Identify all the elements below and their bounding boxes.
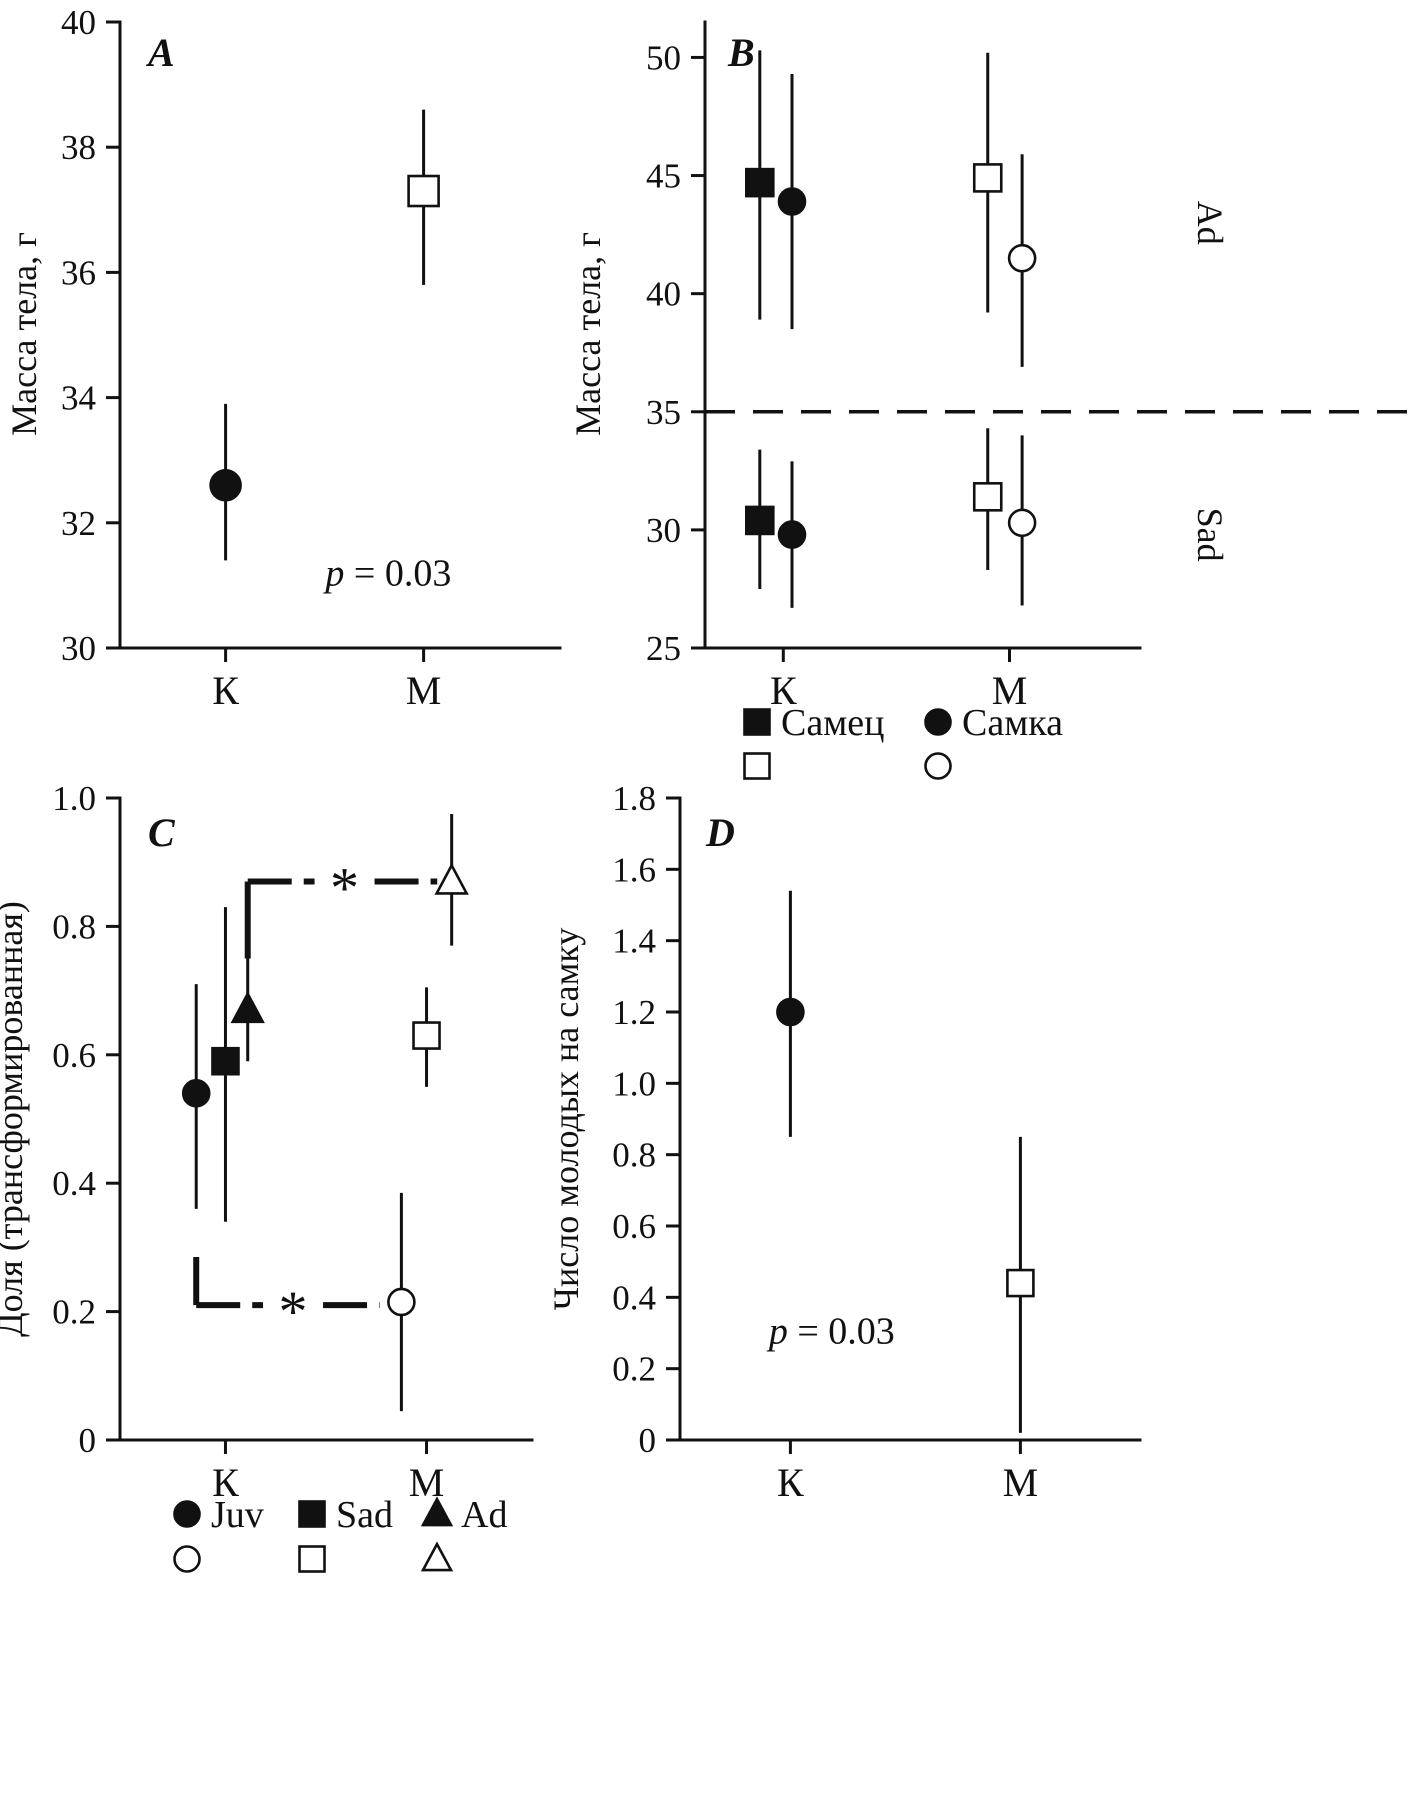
data-point-C-1-square-filled [211,1046,240,1076]
axes [678,796,1142,1442]
y-axis-label: Масса тела, г [4,232,44,436]
data-point-A-1-square-open [407,174,440,208]
data-point-B-3-circle-open [1007,243,1037,273]
y-tick-label: 0.8 [52,907,96,946]
y-tick-label: 40 [646,275,681,314]
x-category-label: М [1003,1460,1039,1505]
y-tick-label: 30 [61,629,96,668]
legend-label: Juv [211,1494,264,1536]
y-tick-label: 0 [639,1421,657,1460]
y-tick-label: 1.4 [612,922,656,961]
p-value-annotation: p = 0.03 [322,552,451,594]
y-tick-label: 34 [61,379,96,418]
y-tick-label: 35 [646,393,681,432]
legend-marker-triangle-open [420,1541,454,1572]
data-point-C-5-triangle-open [434,862,469,895]
p-value-annotation: p = 0.03 [766,1311,895,1353]
data-point-A-0-circle-filled [209,468,242,502]
significance-star: * [330,855,359,920]
significance-star: * [279,1279,308,1344]
data-point-C-3-circle-open [387,1287,416,1317]
legend-marker-square-open [743,752,771,780]
y-axis-label: Число молодых на самку [546,928,586,1311]
y-tick-label: 0.6 [52,1036,96,1075]
data-point-B-6-square-open [972,482,1003,512]
y-tick-label: 0.2 [52,1293,96,1332]
data-point-B-4-square-filled [745,505,775,536]
axes [703,20,1142,650]
legend-C: Juv Sad Ad [173,1494,507,1573]
y-tick-label: 1.0 [612,1064,656,1103]
x-category-label: М [992,668,1028,713]
y-tick-label: 0 [79,1421,97,1460]
y-axis-label: Масса тела, г [568,232,608,436]
legend-marker-square-filled [298,1500,326,1528]
y-tick-label: 1.8 [612,779,656,818]
y-axis-label: Доля (трансформированная) [0,901,30,1337]
x-category-label: К [212,668,239,713]
legend-marker-triangle-filled [420,1496,454,1527]
y-tick-label: 1.0 [52,779,96,818]
side-label-ad: Ad [1190,201,1230,245]
panel-letter: B [727,30,755,75]
legend-B: Самец Самка [743,702,1063,780]
x-category-label: М [409,1460,445,1505]
panel-letter: C [148,810,176,855]
legend-label: Самец [781,702,884,744]
data-point-B-0-square-filled [745,167,775,198]
y-tick-label: 30 [646,511,681,550]
legend-marker-circle-open [173,1545,201,1573]
y-tick-label: 45 [646,157,681,196]
legend-label: Самка [962,702,1063,744]
legend-marker-circle-filled [173,1500,201,1528]
data-point-B-5-circle-filled [777,520,807,549]
x-category-label: К [212,1460,239,1505]
data-point-B-1-circle-filled [777,187,807,216]
y-tick-label: 0.8 [612,1136,656,1175]
panel-letter: A [145,30,175,75]
legend-marker-square-filled [743,708,771,736]
legend-label: Sad [336,1494,393,1536]
y-tick-label: 32 [61,504,96,543]
y-tick-label: 0.2 [612,1350,656,1389]
y-tick-label: 40 [61,3,96,42]
y-tick-label: 0.4 [52,1164,96,1203]
legend-marker-circle-filled [924,708,952,736]
y-tick-label: 38 [61,128,96,167]
data-point-C-4-square-open [412,1021,441,1050]
panel-D: 0 0.2 0.4 0.6 0.8 1.0 1.2 1.4 1.6 1.8 К М Число моло… [546,779,1142,1505]
data-point-C-2-triangle-filled [230,990,265,1024]
panel-A: 30 32 34 36 38 40 К М Масса тела, г Ap = 0.03 [4,3,562,713]
y-tick-label: 36 [61,253,96,292]
data-point-C-0-circle-filled [181,1079,211,1108]
side-label-sad: Sad [1190,508,1230,562]
x-category-label: К [770,668,797,713]
data-point-D-1-square-open [1006,1268,1035,1298]
data-point-D-0-circle-filled [776,997,805,1027]
x-category-label: М [406,668,442,713]
panel-C: 0 0.2 0.4 0.6 0.8 1.0 К М Доля (трансформированн… [0,779,534,1505]
legend-label: Ad [461,1494,507,1536]
y-tick-label: 1.6 [612,850,656,889]
legend-marker-square-open [298,1545,326,1573]
y-tick-label: 0.4 [612,1278,656,1317]
y-tick-label: 50 [646,38,681,77]
data-point-B-7-circle-open [1007,508,1037,538]
axes [118,796,534,1442]
y-tick-label: 25 [646,629,681,668]
panel-B: 25 30 35 40 45 50 К М Масса тела, г B Ad Sad [568,20,1415,713]
legend-marker-circle-open [924,752,952,780]
y-tick-label: 1.2 [612,993,656,1032]
x-category-label: К [777,1460,804,1505]
panel-letter: D [705,810,735,855]
data-point-B-2-square-open [972,163,1003,193]
y-tick-label: 0.6 [612,1207,656,1246]
